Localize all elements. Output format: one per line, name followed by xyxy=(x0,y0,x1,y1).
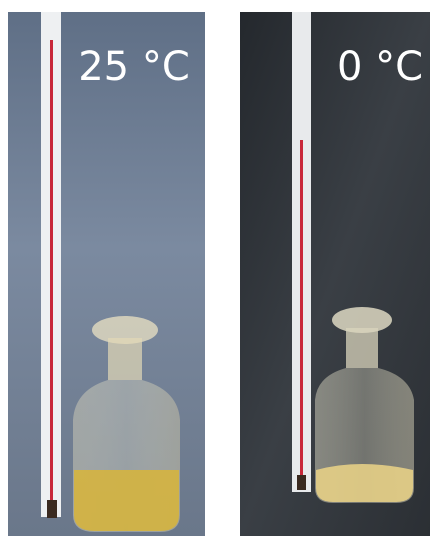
bottle-neck xyxy=(108,338,142,380)
panel-0: 0 °C xyxy=(240,12,430,536)
temperature-label: 25 °C xyxy=(78,44,190,90)
liquid xyxy=(74,470,179,531)
solidified-sample xyxy=(316,464,413,502)
thermometer-column xyxy=(50,40,53,510)
thermometer-column xyxy=(300,140,303,480)
temperature-label: 0 °C xyxy=(337,44,423,90)
thermometer-bulb xyxy=(297,475,306,490)
thermometer-bulb xyxy=(47,500,57,518)
figure: 25 °C 0 °C xyxy=(0,0,438,541)
panel-25: 25 °C xyxy=(8,12,205,536)
bottle-neck xyxy=(346,328,378,368)
